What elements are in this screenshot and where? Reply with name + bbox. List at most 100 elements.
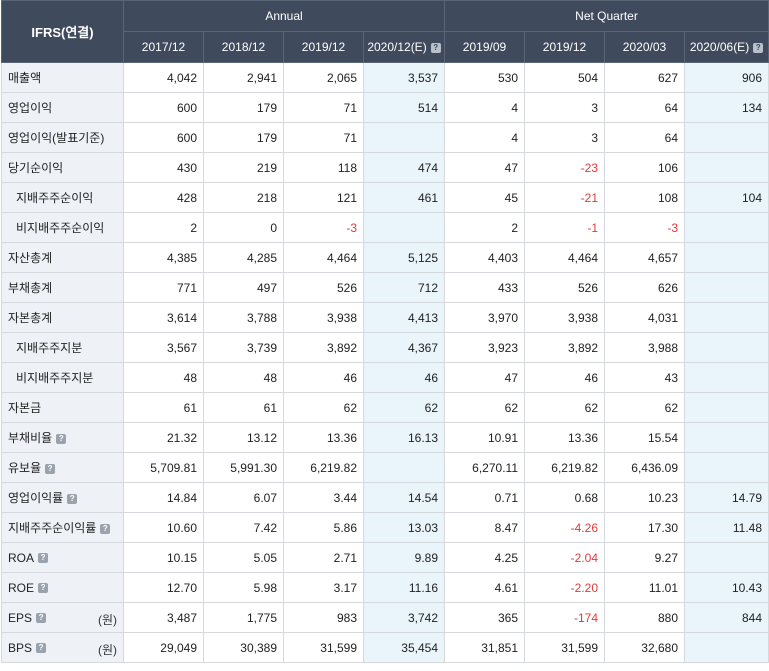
- value-cell: 2,941: [203, 62, 284, 93]
- value-cell: 0.71: [444, 482, 525, 513]
- help-icon[interactable]: ?: [45, 463, 56, 474]
- value-cell: 13.03: [363, 512, 445, 543]
- table-row: ROA? 10.15 5.05 2.71 9.89 4.25 -2.04 9.27: [1, 542, 769, 573]
- value-cell: 3,938: [283, 302, 364, 333]
- row-label-text: ROE: [8, 580, 35, 595]
- value-cell: 461: [363, 182, 445, 213]
- value-cell: 474: [363, 152, 445, 183]
- value-cell: 4.25: [444, 542, 525, 573]
- help-icon[interactable]: ?: [67, 493, 78, 504]
- value-cell: 219: [203, 152, 284, 183]
- help-icon[interactable]: ?: [38, 583, 49, 594]
- value-cell: -2.04: [524, 542, 605, 573]
- help-icon[interactable]: ?: [100, 523, 111, 534]
- period-header: 2018/12: [203, 31, 284, 63]
- period-header: 2019/12: [283, 31, 364, 63]
- help-icon[interactable]: ?: [36, 613, 47, 624]
- row-label: 영업이익률?: [1, 482, 124, 513]
- value-cell: 3,567: [123, 332, 204, 363]
- value-cell: 2.71: [283, 542, 364, 573]
- value-cell: 62: [444, 392, 525, 423]
- value-cell: 179: [203, 92, 284, 123]
- row-label: 지배주주순이익률?: [1, 512, 124, 543]
- value-cell: 29,049: [123, 632, 204, 663]
- value-cell: 64: [604, 122, 685, 153]
- value-cell: [683, 272, 769, 303]
- table-row: ROE? 12.70 5.98 3.17 11.16 4.61 -2.20 11.01 10.4…: [1, 572, 769, 603]
- help-icon[interactable]: ?: [38, 553, 49, 564]
- value-cell: [683, 302, 769, 333]
- help-icon[interactable]: ?: [430, 42, 441, 53]
- row-label: 비지배주주순이익: [1, 212, 124, 243]
- value-cell: 497: [203, 272, 284, 303]
- value-cell: 218: [203, 182, 284, 213]
- value-cell: 3,970: [444, 302, 525, 333]
- table-row: 비지배주주지분 48 48 46 46 47 46 43: [1, 362, 769, 393]
- period-header: 2020/12(E)?: [363, 31, 445, 63]
- value-cell: 2: [444, 212, 525, 243]
- value-cell: 30,389: [203, 632, 284, 663]
- help-icon[interactable]: ?: [36, 643, 47, 654]
- row-label: 비지배주주지분: [1, 362, 124, 393]
- table-row: 매출액 4,042 2,941 2,065 3,537 530 504 627 906: [1, 62, 769, 93]
- value-cell: 5.05: [203, 542, 284, 573]
- value-cell: 31,599: [283, 632, 364, 663]
- row-label-text: 영업이익률: [8, 491, 64, 505]
- value-cell: 6,219.82: [283, 452, 364, 483]
- table-row: 비지배주주순이익 2 0 -3 2 -1 -3: [1, 212, 769, 243]
- value-cell: 10.23: [604, 482, 685, 513]
- row-label-text: 자산총계: [8, 251, 53, 265]
- value-cell: 104: [683, 182, 769, 213]
- value-cell: 62: [604, 392, 685, 423]
- value-cell: 10.91: [444, 422, 525, 453]
- value-cell: 9.89: [363, 542, 445, 573]
- value-cell: 2: [123, 212, 204, 243]
- help-icon[interactable]: ?: [753, 42, 764, 53]
- value-cell: 626: [604, 272, 685, 303]
- period-label: 2020/12(E): [367, 40, 427, 54]
- value-cell: 530: [444, 62, 525, 93]
- value-cell: 433: [444, 272, 525, 303]
- value-cell: 13.12: [203, 422, 284, 453]
- row-label-text: 자본금: [8, 401, 42, 415]
- value-cell: 4,464: [524, 242, 605, 273]
- row-label-text: EPS: [8, 610, 33, 625]
- table-row: 지배주주순이익률? 10.60 7.42 5.86 13.03 8.47 -4.26 17.3…: [1, 512, 769, 543]
- value-cell: 11.01: [604, 572, 685, 603]
- table-corner-title: IFRS(연결): [1, 0, 124, 63]
- row-label-text: 유보율: [8, 461, 42, 475]
- value-cell: 13.36: [524, 422, 605, 453]
- period-header: 2019/09: [444, 31, 525, 63]
- value-cell: 62: [283, 392, 364, 423]
- value-cell: 3,487: [123, 602, 204, 633]
- value-cell: -21: [524, 182, 605, 213]
- value-cell: 3,537: [363, 62, 445, 93]
- value-cell: 12.70: [123, 572, 204, 603]
- help-icon[interactable]: ?: [56, 433, 67, 444]
- value-cell: -1: [524, 212, 605, 243]
- value-cell: [683, 332, 769, 363]
- value-cell: 32,680: [604, 632, 685, 663]
- row-label-text: 영업이익(발표기준): [8, 131, 105, 145]
- value-cell: 47: [444, 152, 525, 183]
- value-cell: 5.86: [283, 512, 364, 543]
- value-cell: 3.44: [283, 482, 364, 513]
- annual-group-header: Annual: [123, 0, 445, 32]
- value-cell: 10.60: [123, 512, 204, 543]
- value-cell: 3: [524, 92, 605, 123]
- value-cell: 771: [123, 272, 204, 303]
- value-cell: 35,454: [363, 632, 445, 663]
- value-cell: 627: [604, 62, 685, 93]
- value-cell: 134: [683, 92, 769, 123]
- value-cell: 4,285: [203, 242, 284, 273]
- table-row: 영업이익(발표기준) 600 179 71 4 3 64: [1, 122, 769, 153]
- value-cell: 6,219.82: [524, 452, 605, 483]
- value-cell: 365: [444, 602, 525, 633]
- value-cell: 121: [283, 182, 364, 213]
- row-label-text: 비지배주주지분: [16, 371, 94, 385]
- value-cell: 71: [283, 122, 364, 153]
- row-label: 영업이익: [1, 92, 124, 123]
- row-label: 당기순이익: [1, 152, 124, 183]
- value-cell: 504: [524, 62, 605, 93]
- value-cell: 4,657: [604, 242, 685, 273]
